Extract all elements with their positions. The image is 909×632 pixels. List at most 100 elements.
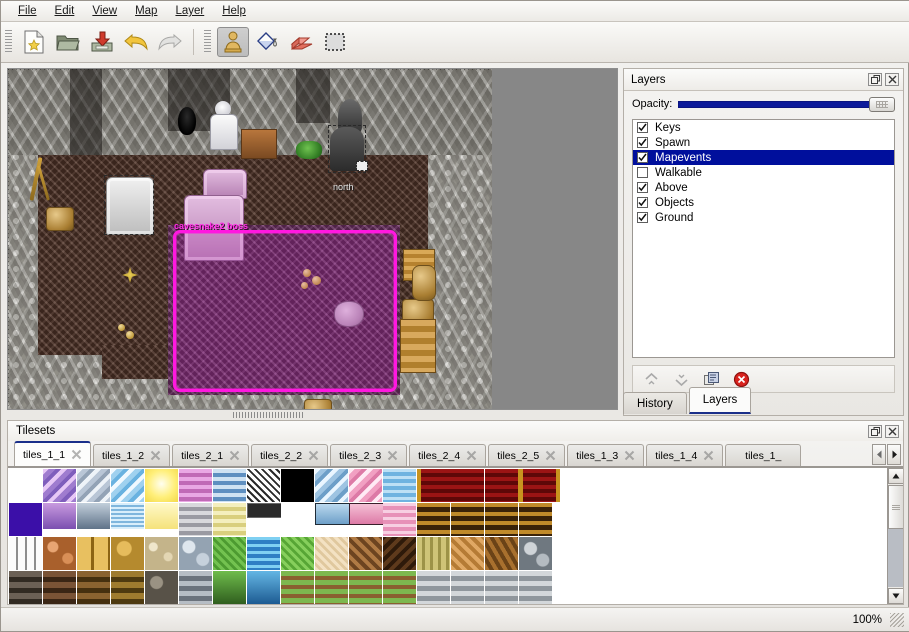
chevron-right-icon[interactable] [887, 444, 901, 465]
tile-cell[interactable] [349, 537, 382, 570]
tile-cell[interactable] [349, 571, 382, 604]
tile-cell[interactable] [77, 503, 110, 529]
tile-cell[interactable] [281, 503, 314, 536]
tile-cell[interactable] [111, 469, 144, 502]
save-map-button[interactable] [86, 27, 118, 57]
tab-layers[interactable]: Layers [688, 387, 752, 414]
tile-cell[interactable] [417, 537, 450, 570]
eraser-button[interactable] [285, 27, 317, 57]
tile-cell[interactable] [145, 469, 178, 502]
layer-visibility-checkbox-above[interactable] [637, 182, 648, 193]
tile-cell[interactable] [145, 503, 178, 529]
tile-cell[interactable] [247, 537, 280, 570]
tile-cell[interactable] [451, 503, 484, 536]
menu-view[interactable]: View [83, 3, 126, 19]
scroll-down-icon[interactable] [888, 588, 903, 604]
tileset-tab-tiles_1_3[interactable]: tiles_1_3 [567, 444, 645, 466]
tile-cell[interactable] [281, 571, 314, 604]
stamp-tool-button[interactable] [217, 27, 249, 57]
tile-cell[interactable] [349, 469, 382, 502]
tile-cell[interactable] [77, 571, 110, 604]
tile-cell[interactable] [519, 537, 552, 570]
close-icon[interactable] [703, 450, 714, 461]
tile-cell[interactable] [315, 503, 350, 525]
menu-layer[interactable]: Layer [166, 3, 213, 19]
tileset-palette[interactable] [8, 467, 903, 604]
tile-cell[interactable] [451, 469, 484, 502]
scrollbar-thumb[interactable] [888, 485, 903, 529]
tileset-tab-tiles_1_4[interactable]: tiles_1_4 [646, 444, 724, 466]
layer-visibility-checkbox-keys[interactable] [637, 122, 648, 133]
close-icon[interactable] [71, 449, 82, 460]
tile-cell[interactable] [213, 537, 246, 570]
move-layer-down-icon[interactable] [671, 369, 691, 389]
tile-cell[interactable] [9, 571, 42, 604]
tile-cell[interactable] [281, 469, 314, 502]
tileset-tab-tiles_2_2[interactable]: tiles_2_2 [251, 444, 329, 466]
close-icon[interactable] [545, 450, 556, 461]
tile-cell[interactable] [43, 469, 76, 502]
layer-visibility-checkbox-spawn[interactable] [637, 137, 648, 148]
move-layer-up-icon[interactable] [641, 369, 661, 389]
tile-cell[interactable] [9, 469, 42, 502]
tileset-vertical-scrollbar[interactable] [887, 468, 903, 604]
tile-cell[interactable] [9, 537, 42, 570]
tile-cell[interactable] [9, 503, 42, 536]
scroll-up-icon[interactable] [888, 468, 903, 484]
tileset-tab-tiles_1_2[interactable]: tiles_1_2 [93, 444, 171, 466]
tile-cell[interactable] [43, 571, 76, 604]
close-icon[interactable] [308, 450, 319, 461]
tile-cell[interactable] [77, 469, 110, 502]
open-map-button[interactable] [52, 27, 84, 57]
tile-cell[interactable] [349, 503, 384, 525]
tile-cell[interactable] [247, 503, 282, 518]
close-icon[interactable] [466, 450, 477, 461]
tile-cell[interactable] [281, 537, 314, 570]
map-canvas[interactable]: cavesnake2 boss north [8, 69, 492, 409]
layer-visibility-checkbox-mapevents[interactable] [637, 152, 648, 163]
close-icon[interactable] [885, 424, 899, 438]
scrollbar-track[interactable] [888, 529, 903, 587]
tile-cell[interactable] [247, 469, 280, 502]
close-icon[interactable] [229, 450, 240, 461]
tile-cell[interactable] [519, 469, 560, 502]
tile-cell[interactable] [315, 571, 348, 604]
rect-select-button[interactable] [319, 27, 351, 57]
tile-cell[interactable] [417, 469, 454, 502]
tile-cell[interactable] [315, 537, 348, 570]
fill-bucket-button[interactable] [251, 27, 283, 57]
tile-cell[interactable] [43, 537, 76, 570]
tile-cell[interactable] [247, 571, 280, 604]
opacity-slider[interactable] [678, 96, 895, 112]
tile-cell[interactable] [417, 571, 450, 604]
duplicate-layer-icon[interactable] [701, 369, 721, 389]
layer-visibility-checkbox-walkable[interactable] [637, 167, 648, 178]
tile-cell[interactable] [451, 537, 484, 570]
chevron-left-icon[interactable] [872, 444, 886, 465]
redo-button[interactable] [154, 27, 186, 57]
tileset-tab-tiles_2_3[interactable]: tiles_2_3 [330, 444, 408, 466]
layer-row-spawn[interactable]: Spawn [633, 135, 894, 150]
layer-row-above[interactable]: Above [633, 180, 894, 195]
tileset-tab-tiles_2_1[interactable]: tiles_2_1 [172, 444, 250, 466]
selection-rectangle[interactable] [173, 230, 397, 392]
tile-cell[interactable] [213, 503, 246, 536]
menu-file[interactable]: File [9, 3, 46, 19]
tile-cell[interactable] [111, 571, 144, 604]
close-icon[interactable] [387, 450, 398, 461]
layer-visibility-checkbox-ground[interactable] [637, 212, 648, 223]
tileset-tab-tiles_2_4[interactable]: tiles_2_4 [409, 444, 487, 466]
tile-cell[interactable] [111, 503, 144, 529]
undo-button[interactable] [120, 27, 152, 57]
tile-cell[interactable] [111, 537, 144, 570]
float-icon[interactable] [868, 424, 882, 438]
layer-row-ground[interactable]: Ground [633, 210, 894, 225]
tile-cell[interactable] [179, 503, 212, 536]
tile-cell[interactable] [77, 537, 110, 570]
tile-cell[interactable] [485, 469, 522, 502]
tile-cell[interactable] [451, 571, 484, 604]
tile-cell[interactable] [485, 537, 518, 570]
tile-cell[interactable] [213, 571, 246, 604]
tile-cell[interactable] [383, 571, 416, 604]
tile-cell[interactable] [315, 469, 348, 502]
